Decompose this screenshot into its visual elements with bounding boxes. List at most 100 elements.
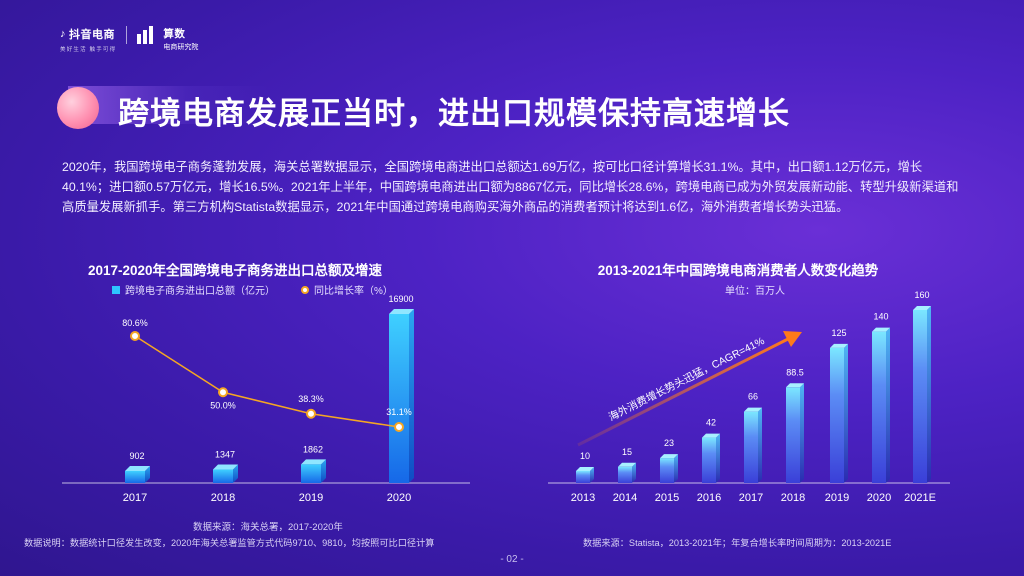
right-bar-value-label: 88.5 [786, 367, 804, 377]
title-highlight-bar [68, 86, 268, 124]
left-growth-label: 80.6% [122, 318, 148, 328]
right-bar-top [913, 306, 931, 310]
right-bar-value-label: 15 [622, 447, 632, 457]
intro-paragraph: 2020年，我国跨境电子商务蓬勃发展，海关总署数据显示，全国跨境电商进出口总额达… [62, 160, 959, 214]
right-bar [744, 411, 758, 483]
right-trend-arrow-head [783, 331, 802, 347]
left-bar-value-label: 1862 [303, 444, 323, 454]
left-bar-side [321, 459, 326, 483]
right-x-tick-label: 2018 [781, 492, 805, 504]
right-bar-side [844, 343, 848, 483]
right-bar-top [618, 462, 636, 467]
douyin-note-icon: ♪ [60, 28, 66, 40]
left-chart: 902 2017 1347 2018 1862 2019 16900 2020 80.6% 50.… [62, 294, 470, 504]
left-x-tick-label: 2017 [123, 492, 147, 504]
right-x-tick-label: 2021E [904, 492, 936, 504]
right-bar-top [872, 327, 890, 332]
left-bar-top [389, 309, 414, 314]
right-x-tick-label: 2020 [867, 492, 891, 504]
suanshu-logo: 算数 电商研究院 [163, 26, 198, 52]
left-bar-side [233, 464, 238, 483]
right-bar [830, 347, 844, 483]
right-bar-value-label: 160 [914, 290, 929, 300]
left-bar-side [409, 309, 414, 483]
right-bar-top [702, 433, 720, 438]
logo-divider [126, 26, 128, 44]
right-bar-value-label: 125 [831, 328, 846, 338]
left-growth-point [306, 408, 316, 419]
legend-line-swatch [301, 285, 309, 294]
right-bar [576, 471, 590, 483]
left-growth-label: 50.0% [210, 400, 236, 410]
right-bar [702, 437, 716, 483]
brand-primary: 抖音电商 [69, 29, 115, 41]
right-bar-top [576, 467, 594, 471]
right-x-tick-label: 2017 [739, 492, 763, 504]
left-explanation-note: 数据说明：数据统计口径发生改变，2020年海关总署监管方式代码9710、9810… [24, 538, 435, 548]
page-title: 跨境电商发展正当时，进出口规模保持高速增长 [118, 96, 790, 131]
right-bar-side [800, 383, 804, 483]
left-source-note: 数据来源：海关总署，2017-2020年 [193, 522, 343, 533]
left-growth-point [218, 387, 228, 398]
right-bar-side [674, 454, 678, 483]
left-bar-top [213, 464, 238, 470]
right-chart: 10 2013 15 2014 23 2015 42 2016 66 2017 88.5 2018 12… [548, 290, 950, 504]
right-bar [872, 331, 886, 483]
legend-line-label: 同比增长率（%） [314, 286, 393, 297]
left-bar-top [125, 466, 150, 471]
left-bar [213, 469, 233, 483]
right-bar [786, 387, 800, 483]
right-bar-value-label: 66 [748, 392, 758, 402]
right-bar [618, 466, 632, 483]
right-bar-top [786, 383, 804, 388]
right-x-tick-label: 2015 [655, 492, 679, 504]
left-growth-label: 38.3% [298, 394, 324, 404]
right-bar-value-label: 23 [664, 438, 674, 448]
right-x-tick-label: 2014 [613, 492, 637, 504]
right-bar [913, 310, 927, 483]
left-bar-top [301, 459, 326, 465]
page-number: - 02 - [500, 554, 524, 565]
right-bar-value-label: 140 [873, 312, 888, 322]
right-bar-value-label: 10 [580, 451, 590, 461]
left-x-tick-label: 2018 [211, 492, 235, 504]
left-growth-point [130, 331, 140, 341]
legend-bar-label: 跨境电子商务进出口总额（亿元） [125, 286, 275, 297]
left-growth-line [134, 335, 400, 428]
right-trend-arrow-shaft [577, 336, 791, 447]
right-bar [660, 458, 674, 483]
right-bar-top [744, 407, 762, 412]
left-growth-label: 31.1% [386, 407, 412, 417]
header-logos: ♪ 抖音电商 美好生活 触手可得 算数 电商研究院 [60, 26, 198, 53]
left-growth-point [394, 422, 404, 432]
right-bar-side [716, 433, 720, 483]
right-x-tick-label: 2013 [571, 492, 595, 504]
right-x-tick-label: 2016 [697, 492, 721, 504]
left-chart-title: 2017-2020年全国跨境电子商务进出口总额及增速 [87, 263, 383, 278]
left-bar-value-label: 16900 [388, 294, 413, 304]
left-bar-value-label: 1347 [215, 450, 235, 460]
left-bar [125, 471, 145, 483]
right-trend-annotation: 海外消费增长势头迅猛，CAGR=41% [606, 334, 766, 424]
right-bar-side [927, 306, 931, 483]
left-bar [301, 464, 321, 483]
left-chart-legend: 跨境电子商务进出口总额（亿元） 同比增长率（%） [112, 282, 393, 297]
brand-secondary-line1: 算数 [163, 28, 186, 40]
right-source-note: 数据来源：Statista，2013-2021年；年复合增长率时间周期为：201… [583, 538, 892, 548]
right-x-tick-label: 2019 [825, 492, 849, 504]
right-chart-title: 2013-2021年中国跨境电商消费者人数变化趋势 [597, 263, 879, 278]
left-x-tick-label: 2020 [387, 492, 411, 504]
left-bar-side [145, 466, 150, 483]
right-bar-top [660, 454, 678, 459]
douyin-logo: ♪ 抖音电商 美好生活 触手可得 [60, 26, 116, 53]
title-decor-circle [57, 87, 99, 129]
brand-slogan: 美好生活 触手可得 [60, 47, 117, 53]
right-bar-side [590, 467, 594, 483]
right-bar-value-label: 42 [706, 418, 716, 428]
legend-bar-swatch [112, 285, 120, 294]
right-bar-side [758, 407, 762, 483]
left-x-tick-label: 2019 [299, 492, 323, 504]
right-bar-top [830, 343, 848, 348]
suanshu-bars-icon [137, 26, 159, 44]
